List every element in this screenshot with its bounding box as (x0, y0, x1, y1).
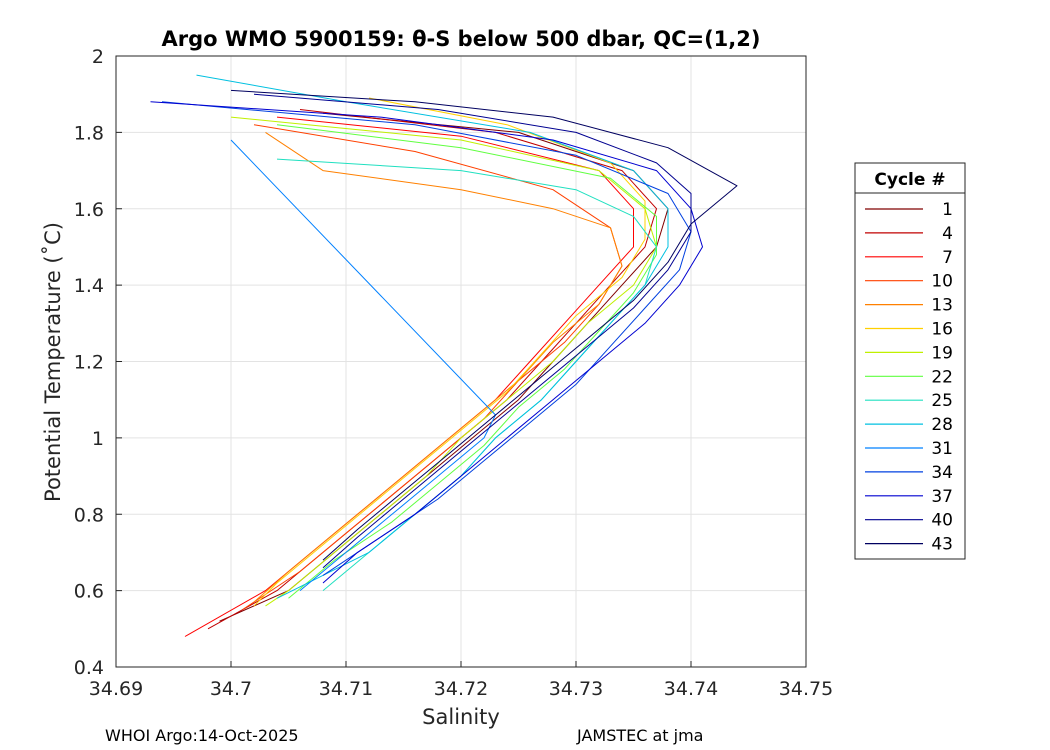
series-line-cycle-13 (253, 131, 623, 603)
x-tick-label: 34.73 (549, 678, 603, 700)
x-tick-label: 34.69 (89, 678, 143, 700)
x-tick-label: 34.75 (779, 678, 833, 700)
y-tick-label: 1 (92, 428, 104, 450)
legend: Cycle # 1 4 7 10 13 16 19 22 25 28 31 34 37 40 43 (854, 162, 966, 560)
series-line-cycle-40 (253, 93, 692, 569)
legend-label-cycle-13: 13 (931, 296, 953, 316)
series-line-cycle-34 (161, 101, 692, 576)
legend-label-cycle-40: 40 (931, 511, 953, 531)
y-tick-label: 1.4 (74, 275, 104, 297)
legend-label-cycle-37: 37 (931, 487, 953, 507)
y-tick-label: 1.2 (74, 352, 104, 374)
series-line-cycle-7 (184, 116, 634, 637)
series-line-cycle-1 (219, 112, 669, 622)
series-line-cycle-19 (230, 116, 657, 607)
legend-label-cycle-34: 34 (931, 463, 953, 483)
legend-label-cycle-31: 31 (931, 439, 953, 459)
footer-source: WHOI Argo:14-Oct-2025 (105, 726, 299, 745)
y-tick-label: 0.6 (74, 581, 104, 603)
legend-label-cycle-4: 4 (942, 224, 953, 244)
y-tick-label: 1.6 (74, 199, 104, 221)
x-axis-ticks: 34.69 34.7 34.71 34.72 34.73 34.74 34.75 (89, 661, 833, 700)
x-tick-label: 34.71 (319, 678, 373, 700)
x-tick-label: 34.72 (434, 678, 488, 700)
series-line-cycle-22 (276, 124, 657, 599)
x-axis-label: Salinity (422, 705, 500, 729)
chart-title: Argo WMO 5900159: θ-S below 500 dbar, QC… (162, 27, 761, 51)
legend-label-cycle-22: 22 (931, 367, 953, 387)
series-line-cycle-10 (242, 124, 623, 611)
legend-box (854, 162, 966, 560)
y-axis-label: Potential Temperature (˚C) (41, 222, 65, 502)
footer-credit: JAMSTEC at jma (577, 726, 704, 745)
legend-items: 1 4 7 10 13 16 19 22 25 28 31 34 37 40 43 (865, 200, 953, 555)
legend-title: Cycle # (874, 170, 945, 190)
y-tick-label: 0.8 (74, 504, 104, 526)
legend-label-cycle-25: 25 (931, 391, 953, 411)
x-tick-label: 34.74 (664, 678, 718, 700)
series-line-cycle-43 (230, 89, 738, 561)
y-tick-label: 0.4 (74, 657, 104, 679)
y-tick-label: 1.8 (74, 122, 104, 144)
series-line-cycle-16 (253, 97, 646, 607)
legend-label-cycle-7: 7 (942, 248, 953, 268)
legend-label-cycle-10: 10 (931, 272, 953, 292)
series-layer (150, 74, 738, 637)
legend-label-cycle-1: 1 (942, 200, 953, 220)
legend-label-cycle-19: 19 (931, 343, 953, 363)
series-line-cycle-37 (150, 101, 703, 584)
legend-label-cycle-16: 16 (931, 320, 953, 340)
series-line-cycle-31 (230, 139, 496, 591)
legend-label-cycle-28: 28 (931, 415, 953, 435)
y-axis-ticks: 0.4 0.6 0.8 1 1.2 1.4 1.6 1.8 2 (74, 46, 122, 679)
legend-label-cycle-43: 43 (931, 535, 953, 555)
x-tick-label: 34.7 (210, 678, 252, 700)
y-tick-label: 2 (92, 46, 104, 68)
